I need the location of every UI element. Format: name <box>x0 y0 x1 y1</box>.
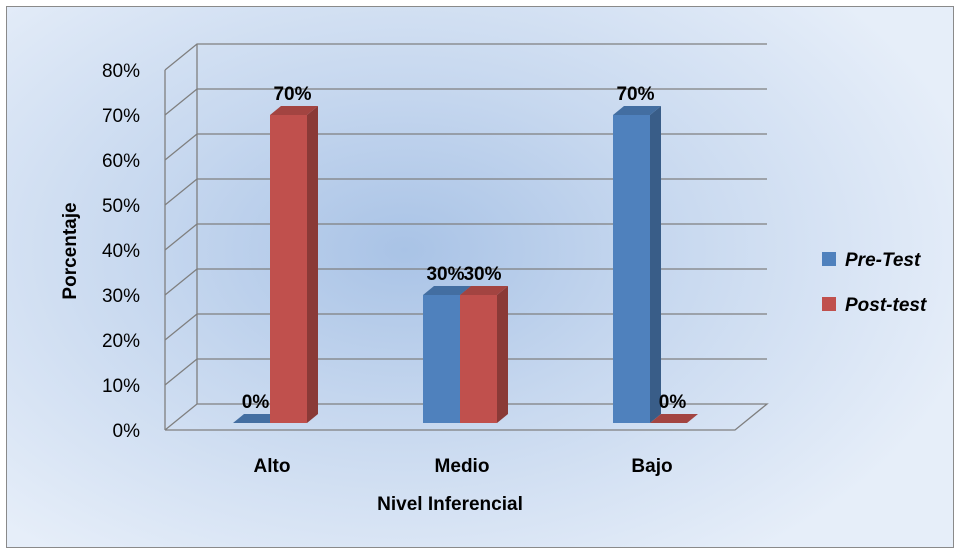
y-tick-label: 40% <box>102 241 140 262</box>
data-label: 70% <box>273 84 311 105</box>
y-tick-label: 20% <box>102 331 140 352</box>
gridline <box>164 178 767 206</box>
bar <box>650 414 698 423</box>
bar <box>460 286 508 423</box>
data-label: 0% <box>659 392 687 413</box>
floor <box>164 403 769 431</box>
legend-swatch <box>822 252 836 266</box>
legend-label: Pre-Test <box>845 250 921 271</box>
y-tick-label: 80% <box>102 61 140 82</box>
data-label: 70% <box>616 84 654 105</box>
data-label: 30% <box>463 264 501 285</box>
x-category-label: Bajo <box>631 456 672 477</box>
gridlines <box>164 43 769 431</box>
legend-item: Post-test <box>822 295 927 316</box>
legend: Pre-Test Post-test <box>822 250 927 316</box>
y-tick-label: 0% <box>113 421 141 442</box>
bar <box>613 106 661 423</box>
data-label: 30% <box>426 264 464 285</box>
y-axis-ticks: 0% 10% 20% 30% 40% 50% 60% 70% 80% <box>102 61 140 442</box>
legend-swatch <box>822 297 836 311</box>
data-labels: 0% 70% 30%30% 70% 0% <box>242 84 687 413</box>
y-axis-title: Porcentaje <box>60 202 81 299</box>
x-axis-title: Nivel Inferencial <box>377 494 523 515</box>
legend-label: Post-test <box>845 295 927 316</box>
y-tick-label: 30% <box>102 286 140 307</box>
gridline <box>164 88 767 116</box>
legend-item: Pre-Test <box>822 250 921 271</box>
x-axis-categories: Alto Medio Bajo <box>254 456 673 477</box>
y-tick-label: 60% <box>102 151 140 172</box>
chart-frame <box>6 6 954 548</box>
data-label: 0% <box>242 392 270 413</box>
bar <box>233 414 281 423</box>
x-category-label: Medio <box>435 456 490 477</box>
bars <box>233 106 698 423</box>
y-tick-label: 10% <box>102 376 140 397</box>
gridline <box>164 43 767 71</box>
y-tick-label: 70% <box>102 106 140 127</box>
bar <box>270 106 318 423</box>
x-category-label: Alto <box>254 456 291 477</box>
gridline <box>164 133 767 161</box>
y-tick-label: 50% <box>102 196 140 217</box>
gridline <box>164 223 767 251</box>
